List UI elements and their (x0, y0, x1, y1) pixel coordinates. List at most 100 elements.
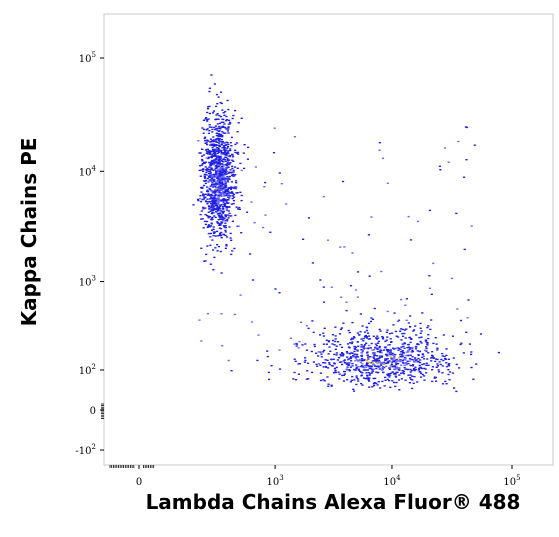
event-dot (353, 345, 356, 348)
event-dot (207, 191, 210, 193)
event-dot (230, 181, 233, 183)
event-dot (381, 355, 384, 357)
event-dot (210, 174, 213, 176)
event-dot (379, 363, 382, 365)
event-dot (351, 365, 354, 367)
event-dot (204, 223, 207, 226)
event-dot (209, 201, 212, 203)
event-dot (217, 202, 220, 204)
event-dot (333, 363, 336, 365)
event-dot (228, 171, 231, 173)
event-dot (448, 364, 451, 367)
event-dot (403, 347, 406, 349)
event-dot (400, 372, 403, 374)
event-dot (221, 212, 225, 214)
event-dot (404, 357, 407, 359)
event-dot (209, 151, 212, 153)
event-dot (339, 353, 342, 356)
event-dot (224, 234, 227, 237)
event-dot (213, 183, 216, 185)
event-dot (224, 247, 227, 249)
y-tick-label: 105 (79, 51, 96, 65)
event-dot (404, 368, 407, 370)
event-dot (285, 203, 288, 205)
event-dot (419, 366, 422, 369)
event-dot (278, 172, 281, 174)
event-dot (365, 363, 369, 365)
event-dot (366, 378, 369, 380)
event-dot (215, 184, 218, 186)
event-dot (213, 173, 216, 176)
event-dot (384, 347, 387, 349)
event-dot (381, 336, 384, 339)
event-dot (209, 193, 212, 196)
event-dot (400, 339, 403, 341)
event-dot (214, 158, 217, 160)
event-dot (327, 383, 330, 385)
event-dot (219, 151, 222, 153)
event-dot (216, 189, 219, 191)
event-dot (211, 139, 214, 142)
event-dot (374, 337, 378, 339)
event-dot (204, 136, 207, 138)
event-dot (207, 157, 210, 160)
event-dot (295, 342, 298, 345)
event-dot (411, 387, 414, 390)
event-dot (278, 292, 281, 294)
event-dot (370, 342, 373, 345)
event-dot (298, 340, 301, 343)
event-dot (330, 364, 333, 367)
event-dot (214, 173, 217, 176)
event-dot (252, 279, 255, 281)
event-dot (375, 360, 378, 362)
event-dot (357, 378, 360, 380)
event-dot (217, 194, 220, 196)
event-dot (222, 171, 225, 173)
event-dot (203, 175, 206, 177)
event-dot (232, 160, 235, 162)
event-dot (427, 352, 430, 354)
event-dot (405, 363, 408, 366)
event-dot (206, 167, 209, 170)
event-dot (220, 189, 223, 192)
event-dot (339, 246, 342, 248)
event-dot (388, 366, 391, 369)
event-dot (316, 365, 319, 367)
event-dot (245, 211, 249, 213)
event-dot (340, 296, 343, 298)
event-dot (209, 153, 212, 155)
event-dot (377, 340, 380, 343)
event-dot (351, 337, 354, 340)
event-dot (218, 175, 221, 177)
event-dot (329, 350, 332, 352)
event-dot (236, 131, 239, 133)
event-dot (376, 350, 379, 353)
event-dot (216, 129, 219, 131)
event-dot (205, 253, 208, 256)
event-dot (201, 193, 205, 195)
event-dot (201, 127, 204, 129)
event-dot (227, 196, 230, 198)
event-dot (387, 374, 390, 377)
event-dot (213, 192, 216, 194)
event-dot (224, 160, 227, 162)
event-dot (378, 346, 381, 349)
event-dot (204, 149, 208, 151)
event-dot (354, 357, 357, 359)
event-dot (225, 152, 228, 154)
event-dot (453, 387, 456, 389)
event-dot (216, 201, 219, 204)
event-dot (409, 377, 412, 379)
event-dot (212, 190, 215, 192)
event-dot (343, 370, 346, 373)
event-dot (400, 364, 403, 366)
event-dot (327, 340, 331, 342)
event-dot (322, 286, 325, 288)
event-dot (470, 353, 473, 356)
event-dot (362, 348, 365, 350)
event-dot (349, 285, 353, 287)
event-dot (216, 160, 219, 163)
event-dot (215, 134, 218, 137)
event-dot (427, 337, 430, 340)
event-dot (225, 205, 229, 208)
